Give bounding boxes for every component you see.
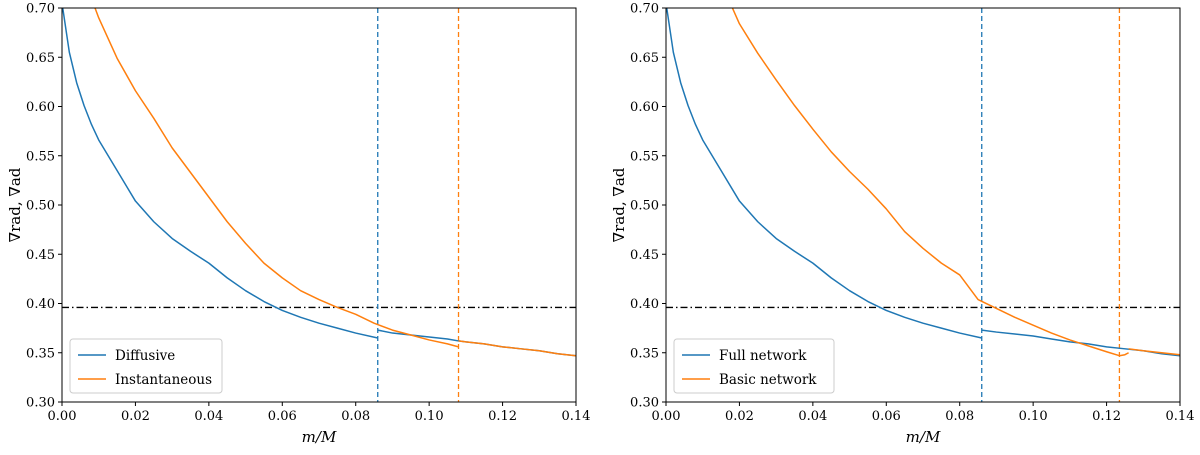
y-tick-label: 0.70 [26, 2, 55, 17]
y-tick-label: 0.40 [630, 297, 659, 312]
legend-entry: Instantaneous [115, 372, 212, 388]
x-tick-label: 0.02 [121, 409, 150, 424]
x-tick-label: 0.12 [1092, 409, 1121, 424]
y-tick-label: 0.55 [630, 149, 659, 164]
x-tick-label: 0.08 [945, 409, 974, 424]
series-line-diffusive [62, 8, 378, 339]
x-tick-label: 0.00 [48, 409, 77, 424]
y-axis-label: ∇rad, ∇ad [6, 167, 24, 242]
x-tick-label: 0.04 [798, 409, 827, 424]
y-tick-label: 0.35 [26, 346, 55, 361]
legend-entry: Full network [719, 348, 807, 364]
legend-entry: Diffusive [115, 348, 175, 364]
y-tick-label: 0.40 [26, 297, 55, 312]
series-line-basic-network [731, 8, 1129, 357]
y-tick-label: 0.65 [26, 51, 55, 66]
x-axis-label: m/M [302, 428, 337, 446]
y-tick-label: 0.55 [26, 149, 55, 164]
x-tick-label: 0.02 [725, 409, 754, 424]
y-tick-label: 0.30 [630, 396, 659, 411]
right-panel: 0.00 0.02 0.04 0.06 0.08 0.10 0.12 0.14 0.30 0.35… [610, 2, 1194, 447]
y-tick-label: 0.50 [26, 199, 55, 214]
y-tick-label: 0.50 [630, 199, 659, 214]
x-tick-label: 0.04 [194, 409, 223, 424]
plot-area [62, 8, 576, 402]
left-panel: 0.00 0.02 0.04 0.06 0.08 0.10 0.12 0.14 0.30 0.35… [6, 2, 590, 447]
legend-box [673, 338, 835, 394]
series-line-instantaneous [94, 8, 459, 348]
x-tick-label: 0.08 [341, 409, 370, 424]
plot-area [666, 8, 1180, 402]
plot-data [666, 8, 1180, 402]
x-axis-label: m/M [906, 428, 941, 446]
legend-box [69, 338, 223, 394]
y-tick-label: 0.45 [26, 248, 55, 263]
series-line-instantaneous [458, 340, 576, 357]
y-tick-label: 0.60 [26, 100, 55, 115]
series-line-full-network [666, 8, 982, 339]
legend-entry: Basic network [719, 372, 817, 388]
series-line-basic-network [1128, 348, 1180, 356]
y-tick-label: 0.30 [26, 396, 55, 411]
x-tick-label: 0.06 [872, 409, 901, 424]
y-axis-label: ∇rad, ∇ad [610, 167, 628, 242]
x-tick-label: 0.12 [488, 409, 517, 424]
x-tick-label: 0.00 [652, 409, 681, 424]
y-tick-label: 0.35 [630, 346, 659, 361]
x-tick-label: 0.14 [562, 409, 591, 424]
plot-data [62, 8, 576, 402]
y-tick-label: 0.60 [630, 100, 659, 115]
y-tick-label: 0.70 [630, 2, 659, 17]
y-tick-label: 0.65 [630, 51, 659, 66]
x-tick-label: 0.10 [415, 409, 444, 424]
x-tick-label: 0.14 [1166, 409, 1195, 424]
x-tick-label: 0.10 [1019, 409, 1048, 424]
y-tick-label: 0.45 [630, 248, 659, 263]
x-tick-label: 0.06 [268, 409, 297, 424]
